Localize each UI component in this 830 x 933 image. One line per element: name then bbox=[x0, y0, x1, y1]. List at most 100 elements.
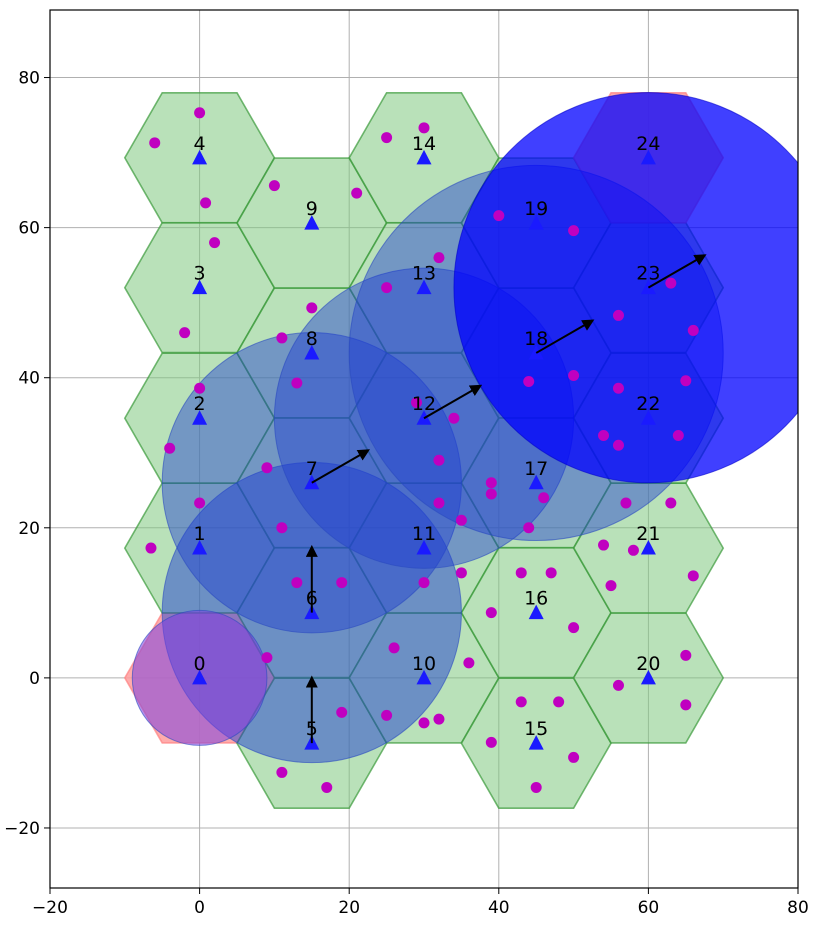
station-marker-10 bbox=[416, 669, 432, 685]
user-point bbox=[194, 107, 206, 119]
cell-label-1: 1 bbox=[194, 523, 206, 545]
user-point bbox=[515, 567, 527, 579]
movement-arrow-2 bbox=[311, 449, 370, 484]
cell-label-6: 6 bbox=[306, 588, 318, 610]
user-point bbox=[530, 781, 542, 793]
cell-label-19: 19 bbox=[524, 198, 548, 220]
cell-label-9: 9 bbox=[306, 198, 318, 220]
cell-label-7: 7 bbox=[306, 458, 318, 480]
user-point bbox=[388, 642, 400, 654]
user-point bbox=[433, 497, 445, 509]
station-marker-8 bbox=[304, 344, 320, 360]
user-point bbox=[145, 542, 157, 554]
user-point bbox=[485, 488, 497, 500]
user-point bbox=[336, 706, 348, 718]
movement-arrow-4 bbox=[535, 319, 595, 354]
x-tick-label: 40 bbox=[488, 898, 510, 918]
user-point bbox=[612, 382, 624, 394]
station-marker-4 bbox=[192, 149, 208, 165]
y-tick-label: −20 bbox=[4, 819, 40, 839]
user-point bbox=[680, 649, 692, 661]
user-point bbox=[179, 327, 191, 339]
user-point bbox=[291, 377, 303, 389]
user-point bbox=[680, 699, 692, 711]
cell-label-24: 24 bbox=[636, 133, 660, 155]
user-point bbox=[665, 277, 677, 289]
user-point bbox=[553, 696, 565, 708]
station-marker-0 bbox=[192, 669, 208, 685]
user-point bbox=[612, 309, 624, 321]
user-point bbox=[485, 607, 497, 619]
station-marker-9 bbox=[304, 215, 320, 230]
user-point bbox=[463, 657, 475, 669]
user-point bbox=[433, 252, 445, 264]
user-point bbox=[418, 122, 430, 134]
cell-label-21: 21 bbox=[636, 523, 660, 545]
user-point bbox=[149, 137, 161, 149]
user-point bbox=[164, 442, 176, 454]
user-point bbox=[545, 567, 557, 579]
user-point bbox=[538, 492, 550, 504]
station-marker-13 bbox=[416, 279, 432, 295]
user-point bbox=[276, 766, 288, 778]
user-point bbox=[418, 717, 430, 729]
user-point bbox=[485, 736, 497, 748]
user-point bbox=[336, 577, 348, 589]
cell-label-16: 16 bbox=[524, 588, 548, 610]
user-point bbox=[523, 375, 535, 387]
user-point bbox=[306, 302, 318, 314]
user-point bbox=[194, 497, 206, 509]
user-point bbox=[568, 369, 580, 381]
user-point bbox=[568, 622, 580, 634]
user-points bbox=[145, 107, 699, 793]
cell-label-5: 5 bbox=[306, 718, 318, 740]
cell-label-3: 3 bbox=[194, 263, 206, 285]
user-point bbox=[598, 429, 610, 441]
cell-label-17: 17 bbox=[524, 458, 548, 480]
station-marker-16 bbox=[528, 604, 544, 620]
x-tick-label: −20 bbox=[32, 898, 68, 918]
cell-label-13: 13 bbox=[412, 263, 436, 285]
user-point bbox=[568, 751, 580, 763]
user-point bbox=[381, 709, 393, 721]
cell-label-4: 4 bbox=[194, 133, 206, 155]
x-tick-label: 80 bbox=[787, 898, 809, 918]
y-tick-label: 80 bbox=[18, 69, 40, 89]
user-point bbox=[448, 412, 460, 424]
user-point bbox=[680, 375, 692, 387]
cell-label-11: 11 bbox=[412, 523, 436, 545]
cell-label-20: 20 bbox=[636, 653, 660, 675]
user-point bbox=[568, 225, 580, 237]
station-marker-22 bbox=[640, 410, 656, 425]
user-point bbox=[665, 497, 677, 509]
user-point bbox=[411, 396, 423, 408]
y-tick-label: 40 bbox=[18, 369, 40, 389]
movement-arrow-5 bbox=[647, 254, 707, 289]
cell-label-0: 0 bbox=[194, 653, 206, 675]
user-point bbox=[418, 577, 430, 589]
user-point bbox=[455, 514, 467, 526]
y-tick-label: 0 bbox=[29, 669, 40, 689]
station-marker-11 bbox=[416, 540, 432, 555]
user-point bbox=[515, 696, 527, 708]
user-point bbox=[433, 454, 445, 466]
x-tick-label: 0 bbox=[194, 898, 205, 918]
user-point bbox=[261, 462, 273, 474]
station-marker-3 bbox=[192, 279, 208, 295]
station-marker-19 bbox=[528, 215, 544, 230]
cell-label-22: 22 bbox=[636, 393, 660, 415]
station-marker-17 bbox=[528, 474, 544, 490]
user-point bbox=[620, 497, 632, 509]
user-point bbox=[598, 539, 610, 551]
cell-label-18: 18 bbox=[524, 328, 548, 350]
station-marker-1 bbox=[192, 540, 208, 555]
station-marker-15 bbox=[528, 735, 544, 750]
user-point bbox=[276, 332, 288, 344]
cell-label-8: 8 bbox=[306, 328, 318, 350]
user-point bbox=[209, 237, 221, 249]
user-point bbox=[433, 713, 445, 725]
user-point bbox=[612, 679, 624, 691]
